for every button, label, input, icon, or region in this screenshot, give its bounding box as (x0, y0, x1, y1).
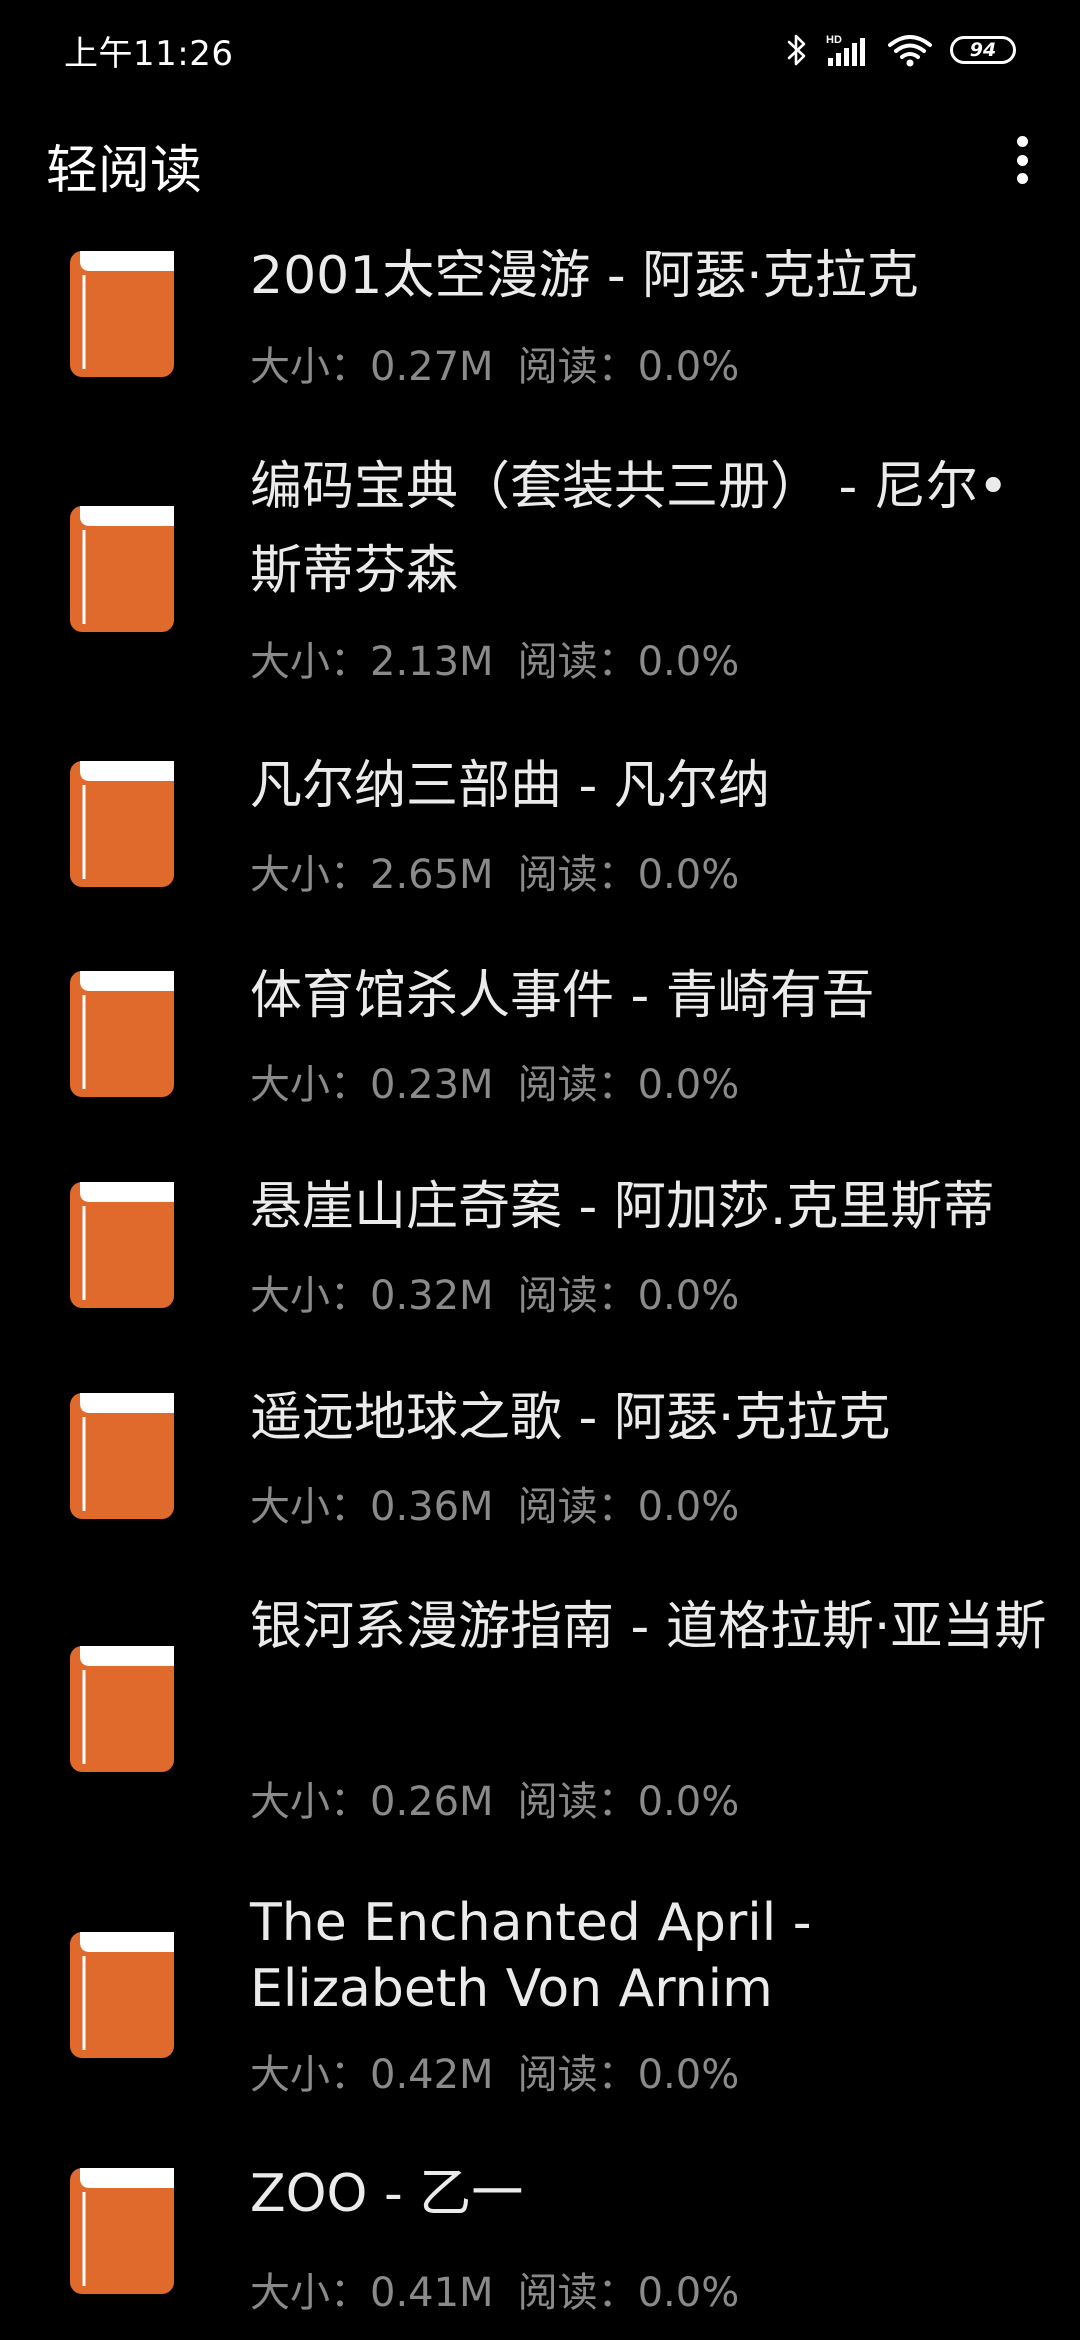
book-title: 遥远地球之歌 - 阿瑟·克拉克 (250, 1388, 891, 1448)
book-size: 大小：0.36M (250, 1484, 494, 1530)
book-progress: 阅读：0.0% (517, 1273, 740, 1319)
book-title: 凡尔纳三部曲 - 凡尔纳 (250, 756, 770, 816)
status-bar: 上午11:26 HD 94 (0, 0, 1080, 100)
book-icon (70, 1393, 174, 1519)
book-icon (70, 2168, 174, 2294)
book-list-item[interactable]: 2001太空漫游 - 阿瑟·克拉克 大小：0.27M 阅读：0.0% (0, 230, 1080, 410)
book-progress: 阅读：0.0% (517, 1062, 740, 1108)
book-title: 编码宝典（套装共三册） - 尼尔•斯蒂芬森 (250, 457, 1009, 601)
book-size: 大小：0.42M (250, 2052, 494, 2098)
book-meta: 大小：0.32M 阅读：0.0% (250, 1263, 739, 1321)
book-meta: 大小：0.26M 阅读：0.0% (250, 1769, 739, 1827)
book-progress: 阅读：0.0% (517, 1779, 740, 1825)
book-size: 大小：2.13M (250, 639, 494, 685)
book-progress: 阅读：0.0% (517, 1484, 740, 1530)
book-icon (70, 1182, 174, 1308)
book-meta: 大小：0.41M 阅读：0.0% (250, 2260, 739, 2318)
book-progress: 阅读：0.0% (517, 2270, 740, 2316)
battery-icon: 94 (950, 36, 1016, 64)
book-progress: 阅读：0.0% (517, 2052, 740, 2098)
overflow-menu-icon[interactable] (1002, 130, 1042, 190)
book-icon (70, 1646, 174, 1772)
book-icon (70, 761, 174, 887)
book-list-item[interactable]: 凡尔纳三部曲 - 凡尔纳 大小：2.65M 阅读：0.0% (0, 740, 1080, 920)
book-meta: 大小：0.42M 阅读：0.0% (250, 2042, 739, 2100)
book-icon (70, 1932, 174, 2058)
book-size: 大小：0.41M (250, 2270, 494, 2316)
book-meta: 大小：0.36M 阅读：0.0% (250, 1474, 739, 1532)
book-title: ZOO - 乙一 (250, 2164, 524, 2224)
book-title: 银河系漫游指南 - 道格拉斯·亚当斯 (250, 1597, 1047, 1657)
menu-dot (1016, 173, 1028, 184)
status-time: 上午11:26 (64, 34, 234, 74)
book-size: 大小：0.27M (250, 344, 494, 390)
book-list-item[interactable]: 编码宝典（套装共三册） - 尼尔•斯蒂芬森 大小：2.13M 阅读：0.0% (0, 445, 1080, 695)
svg-text:HD: HD (826, 34, 842, 46)
book-list-item[interactable]: The Enchanted April - Elizabeth Von Arni… (0, 1890, 1080, 2120)
book-size: 大小：0.32M (250, 1273, 494, 1319)
status-icons: HD 94 (786, 30, 1016, 70)
book-icon (70, 506, 174, 632)
book-list-item[interactable]: 体育馆杀人事件 - 青崎有吾 大小：0.23M 阅读：0.0% (0, 950, 1080, 1130)
book-list-item[interactable]: 悬崖山庄奇案 - 阿加莎.克里斯蒂 大小：0.32M 阅读：0.0% (0, 1161, 1080, 1341)
book-progress: 阅读：0.0% (517, 639, 740, 685)
book-title: 2001太空漫游 - 阿瑟·克拉克 (250, 246, 919, 306)
book-list-item[interactable]: ZOO - 乙一 大小：0.41M 阅读：0.0% (0, 2160, 1080, 2340)
book-list-item[interactable]: 遥远地球之歌 - 阿瑟·克拉克 大小：0.36M 阅读：0.0% (0, 1372, 1080, 1552)
book-meta: 大小：0.27M 阅读：0.0% (250, 334, 739, 392)
bluetooth-icon (787, 34, 806, 66)
app-title: 轻阅读 (46, 141, 203, 201)
menu-dot (1016, 136, 1028, 147)
hd-signal-icon: HD (826, 34, 865, 66)
book-list-item[interactable]: 银河系漫游指南 - 道格拉斯·亚当斯 大小：0.26M 阅读：0.0% (0, 1585, 1080, 1835)
menu-dot (1016, 154, 1028, 166)
book-title: 悬崖山庄奇案 - 阿加莎.克里斯蒂 (250, 1177, 995, 1237)
book-meta: 大小：2.13M 阅读：0.0% (250, 629, 739, 687)
book-size: 大小：0.23M (250, 1062, 494, 1108)
book-icon (70, 971, 174, 1097)
book-progress: 阅读：0.0% (517, 344, 740, 390)
book-title: The Enchanted April - Elizabeth Von Arni… (250, 1893, 812, 2019)
book-size: 大小：2.65M (250, 852, 494, 898)
app-bar: 轻阅读 (0, 110, 1080, 210)
book-meta: 大小：2.65M 阅读：0.0% (250, 842, 739, 900)
book-progress: 阅读：0.0% (517, 852, 740, 898)
book-title: 体育馆杀人事件 - 青崎有吾 (250, 966, 874, 1026)
book-size: 大小：0.26M (250, 1779, 494, 1825)
book-icon (70, 251, 174, 377)
battery-level: 94 (969, 39, 997, 61)
book-meta: 大小：0.23M 阅读：0.0% (250, 1052, 739, 1110)
wifi-icon (888, 35, 932, 67)
